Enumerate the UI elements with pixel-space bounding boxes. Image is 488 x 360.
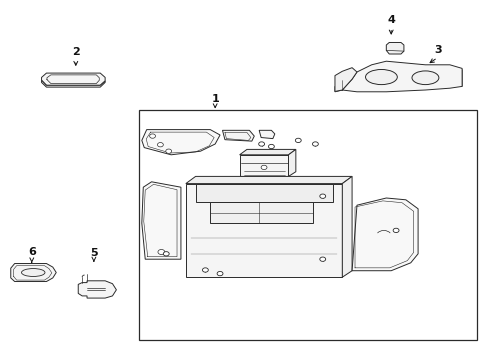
Text: 1: 1 [211, 94, 219, 104]
Circle shape [392, 228, 398, 233]
Polygon shape [386, 42, 403, 54]
Polygon shape [41, 80, 105, 87]
Polygon shape [222, 130, 254, 141]
Polygon shape [78, 281, 116, 298]
Polygon shape [142, 182, 181, 259]
Circle shape [261, 165, 266, 170]
Polygon shape [334, 61, 461, 92]
Text: 6: 6 [28, 247, 36, 257]
Polygon shape [195, 184, 332, 202]
Polygon shape [259, 130, 274, 139]
Polygon shape [11, 264, 56, 282]
Text: 5: 5 [90, 248, 98, 258]
Text: 4: 4 [386, 15, 394, 25]
Polygon shape [41, 73, 105, 85]
Ellipse shape [411, 71, 438, 85]
Ellipse shape [21, 269, 45, 276]
Ellipse shape [365, 69, 396, 85]
Circle shape [217, 271, 223, 276]
Polygon shape [342, 176, 351, 277]
Polygon shape [239, 149, 295, 155]
Polygon shape [185, 184, 342, 277]
Circle shape [158, 249, 164, 255]
Circle shape [165, 149, 171, 153]
Polygon shape [142, 130, 220, 155]
Text: 2: 2 [72, 47, 80, 57]
Text: 3: 3 [433, 45, 441, 55]
Circle shape [163, 252, 169, 256]
Polygon shape [334, 68, 356, 91]
Polygon shape [288, 149, 295, 176]
Circle shape [312, 142, 318, 146]
Circle shape [319, 257, 325, 261]
Circle shape [157, 143, 163, 147]
Circle shape [258, 142, 264, 146]
Polygon shape [185, 176, 351, 184]
Circle shape [319, 194, 325, 198]
Circle shape [295, 138, 301, 143]
Circle shape [268, 144, 274, 149]
Bar [139, 110, 476, 340]
Circle shape [149, 134, 155, 138]
Polygon shape [351, 198, 417, 271]
Circle shape [202, 268, 208, 272]
Polygon shape [239, 155, 288, 176]
Polygon shape [210, 202, 312, 223]
